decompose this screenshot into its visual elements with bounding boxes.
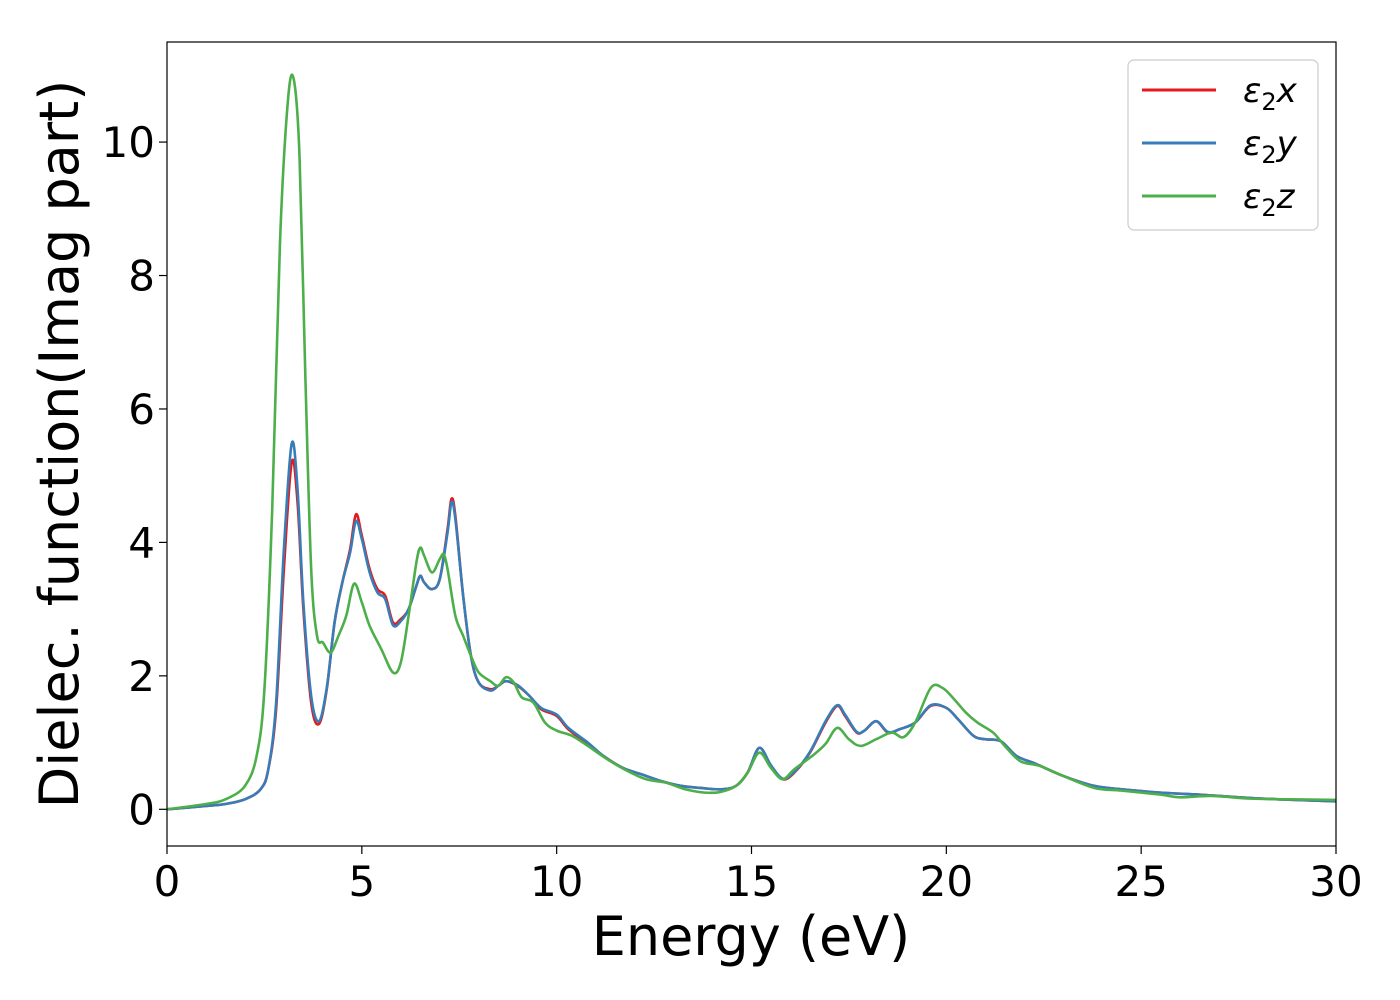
y-tick-label: 8 [128, 252, 155, 301]
x-tick-label: 25 [1114, 857, 1167, 906]
x-axis-title: Energy (eV) [592, 905, 911, 968]
y-tick-label: 0 [128, 785, 155, 834]
x-tick-label: 0 [154, 857, 181, 906]
legend-label-y: ε2y [1243, 124, 1298, 169]
x-tick-label: 30 [1309, 857, 1362, 906]
y-tick-label: 6 [128, 385, 155, 434]
y-tick-label: 10 [102, 118, 155, 167]
y-axis-title: Dielec. function(Imag part) [28, 80, 91, 809]
y-tick-label: 2 [128, 652, 155, 701]
legend-box [1127, 59, 1319, 231]
x-tick-label: 5 [348, 857, 375, 906]
tick-layer: 0 5 10 15 20 25 30 0 2 4 6 8 10 [102, 118, 1363, 906]
legend-label-z: ε2z [1243, 177, 1296, 222]
series-line-x [167, 458, 1336, 811]
x-tick-label: 20 [920, 857, 973, 906]
plot-layer [167, 73, 1336, 811]
x-tick-label: 10 [530, 857, 583, 906]
legend-label-x: ε2x [1243, 71, 1298, 116]
legend-items: ε2x ε2y ε2z [1142, 71, 1298, 222]
legend: ε2x ε2y ε2z [1127, 59, 1319, 231]
series-line-z [167, 73, 1336, 811]
series-line-y [167, 440, 1336, 811]
y-tick-label: 4 [128, 518, 155, 567]
x-tick-label: 15 [725, 857, 778, 906]
